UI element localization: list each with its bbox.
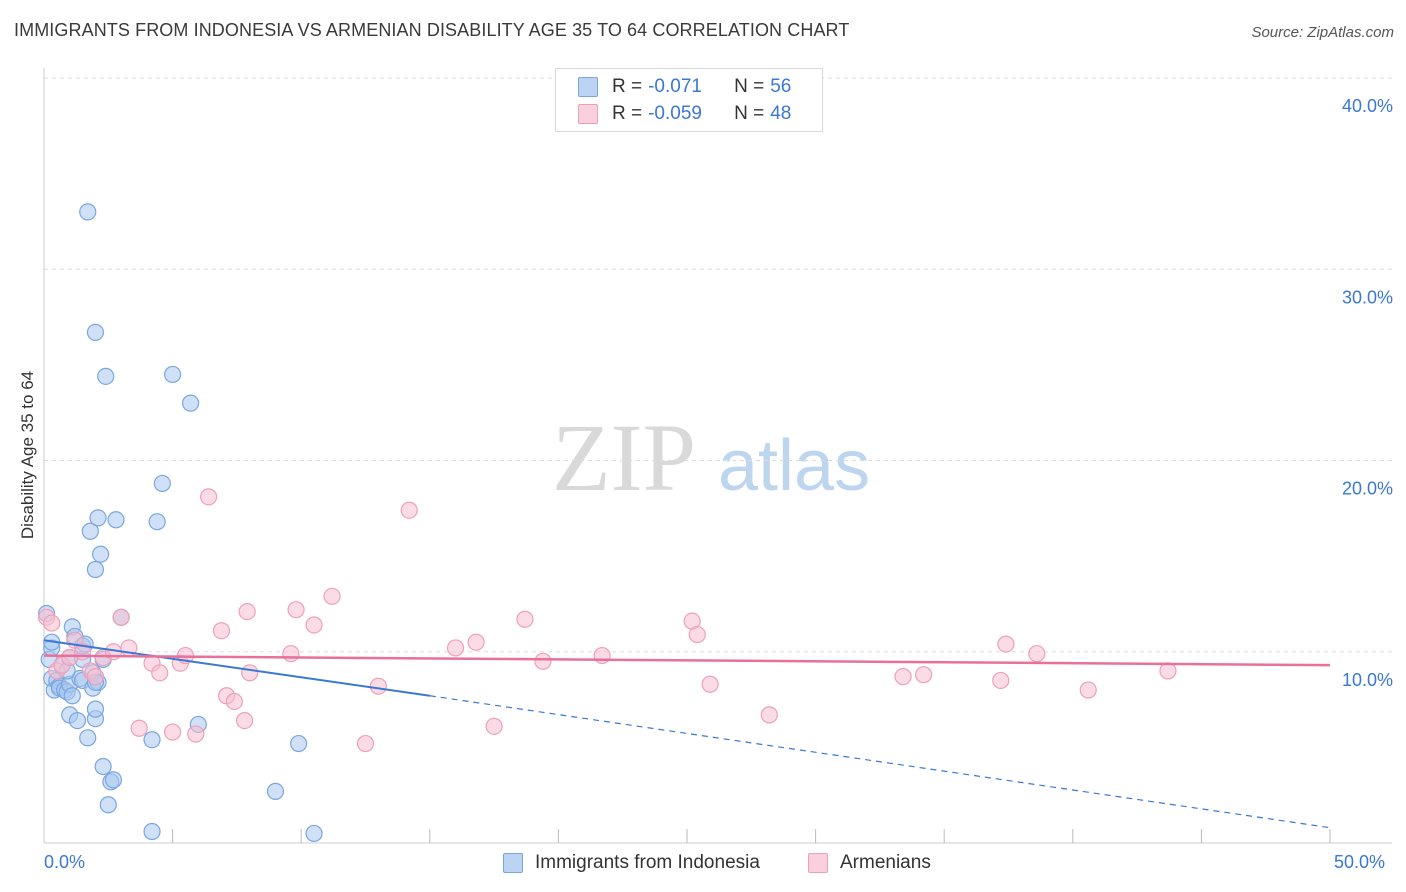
armenians-point: [238, 602, 256, 621]
armenians-point: [323, 587, 341, 605]
armenians-point: [305, 616, 323, 634]
armenians-point: [212, 622, 231, 640]
armenians-point: [467, 633, 485, 651]
armenians-point: [282, 645, 300, 663]
armenians-trend-line: [43, 654, 1331, 667]
armenians-point: [997, 635, 1015, 653]
indonesia-point: [68, 711, 87, 730]
armenians-point: [356, 734, 375, 753]
armenians-point: [86, 668, 105, 686]
armenians-point: [485, 717, 503, 735]
armenians-swatch: [578, 104, 598, 124]
armenians-point: [760, 706, 778, 724]
indonesia-point: [79, 203, 97, 221]
watermark-atlas: atlas: [718, 426, 870, 506]
armenians-point: [915, 666, 933, 684]
indonesia-point: [290, 734, 308, 753]
r-label: R =: [612, 76, 643, 97]
armenians-point: [1028, 645, 1046, 663]
chart-title: IMMIGRANTS FROM INDONESIA VS ARMENIAN DI…: [14, 20, 850, 40]
armenians-point: [688, 625, 706, 644]
stats-legend: R = -0.071 N = 56 R = -0.059 N = 48: [555, 68, 823, 132]
armenians-point: [200, 488, 218, 506]
indonesia-point: [143, 822, 161, 841]
armenians-point: [187, 725, 205, 743]
armenians-point: [236, 711, 254, 730]
indonesia-point: [86, 700, 105, 718]
indonesia-point: [91, 545, 110, 563]
legend-label-indonesia: Immigrants from Indonesia: [535, 852, 760, 873]
indonesia-point: [86, 323, 105, 341]
series-legend: Immigrants from Indonesia Armenians: [0, 852, 1406, 878]
r-value: -0.059: [648, 103, 702, 124]
indonesia-point: [86, 560, 105, 579]
watermark-zip: ZIP: [552, 404, 696, 511]
armenians-point: [241, 664, 259, 682]
indonesia-point: [99, 796, 117, 814]
indonesia-point: [97, 367, 115, 385]
indonesia-point: [63, 687, 81, 705]
legend-item-armenians: Armenians: [808, 852, 931, 874]
y-tick-label: 20.0%: [1342, 479, 1393, 499]
stats-legend-row-armenians: R = -0.059 N = 48: [578, 102, 791, 126]
stats-legend-row-indonesia: R = -0.071 N = 56: [578, 75, 791, 99]
armenians-point: [287, 601, 305, 619]
indonesia-point: [153, 474, 171, 493]
armenians-point: [701, 675, 719, 693]
armenians-point: [593, 646, 611, 665]
r-label: R =: [612, 103, 643, 124]
armenians-point: [151, 664, 169, 682]
armenians-point: [369, 677, 387, 695]
y-tick-label: 30.0%: [1342, 287, 1393, 307]
armenians-point: [164, 723, 182, 741]
indonesia-point: [104, 771, 123, 789]
indonesia-trend-line: [43, 639, 430, 697]
x-tick-label-max: 50.0%: [1334, 852, 1386, 872]
indonesia-point: [266, 782, 285, 800]
indonesia-trend-line-projection: [429, 695, 1331, 829]
armenians-point: [112, 608, 130, 626]
armenians-point: [43, 614, 61, 632]
indonesia-legend-swatch: [503, 853, 523, 873]
armenians-legend-swatch: [808, 853, 828, 873]
indonesia-point: [305, 824, 323, 843]
armenians-point: [992, 671, 1010, 690]
y-tick-label: 40.0%: [1342, 96, 1393, 116]
indonesia-point: [148, 513, 166, 531]
source-label: Source: ZipAtlas.com: [1251, 24, 1394, 41]
armenians-point: [516, 610, 534, 628]
legend-label-armenians: Armenians: [840, 852, 931, 873]
indonesia-point: [143, 731, 161, 749]
y-tick-label: 10.0%: [1342, 670, 1393, 690]
indonesia-point: [94, 757, 112, 776]
armenians-point: [1159, 662, 1177, 680]
indonesia-point: [79, 729, 97, 747]
indonesia-point: [89, 509, 107, 527]
n-label: N =: [734, 103, 765, 124]
indonesia-point: [182, 394, 200, 412]
armenians-point: [400, 501, 418, 519]
n-value: 56: [770, 76, 792, 97]
indonesia-point: [164, 365, 182, 384]
indonesia-point: [107, 511, 125, 529]
indonesia-point: [81, 522, 99, 540]
armenians-point: [1079, 681, 1097, 699]
x-tick-label-min: 0.0%: [44, 852, 86, 872]
indonesia-swatch: [578, 77, 598, 97]
n-label: N =: [734, 76, 765, 97]
r-value: -0.071: [648, 76, 702, 97]
n-value: 48: [770, 103, 792, 124]
legend-item-indonesia: Immigrants from Indonesia: [503, 852, 760, 874]
armenians-point: [130, 719, 148, 737]
armenians-point: [225, 692, 243, 711]
armenians-point: [446, 639, 465, 657]
armenians-point: [894, 668, 912, 686]
armenians-point: [534, 652, 552, 670]
